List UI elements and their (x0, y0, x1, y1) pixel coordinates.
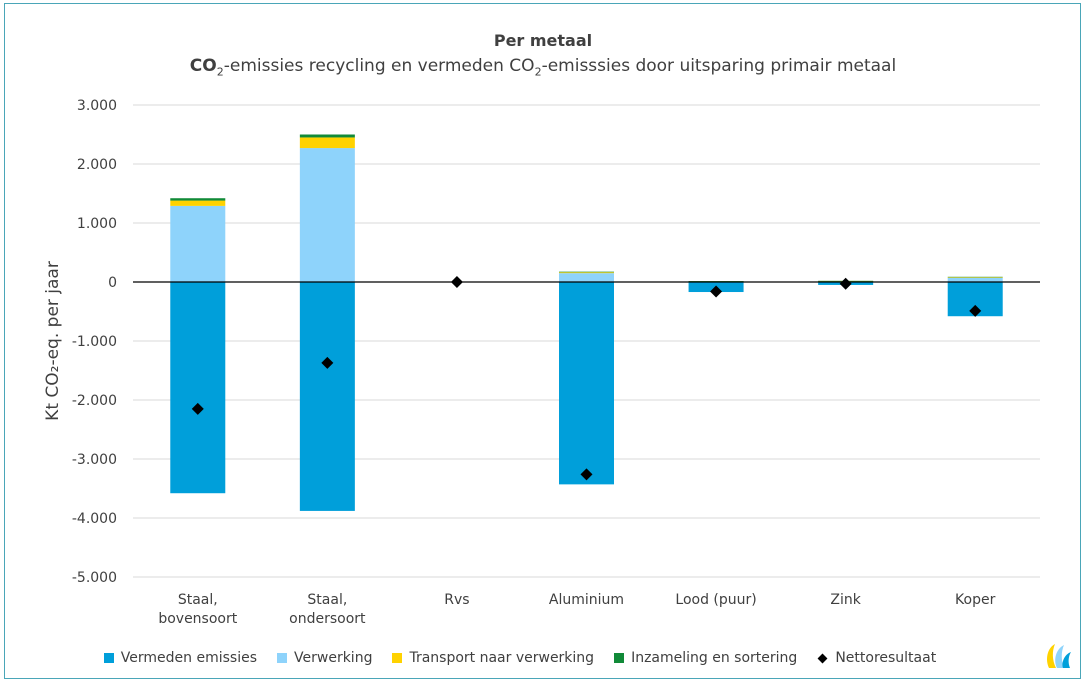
y-tick-label: 2.000 (77, 157, 117, 173)
bar-segment-3 (947, 277, 1003, 278)
bar-segment-3 (299, 137, 355, 149)
bar-segment-4 (559, 271, 614, 273)
legend-item-1: Vermeden emissies (103, 650, 258, 666)
bar-segment-3 (170, 200, 226, 206)
y-tick-label: -4.000 (72, 511, 117, 527)
x-tick-label: Staal, (178, 592, 218, 608)
bar-segment-1 (299, 282, 355, 511)
legend-label: Inzameling en sortering (631, 650, 798, 666)
y-axis-label: Kt CO₂-eq. per jaar (43, 261, 63, 421)
legend-swatch (392, 653, 403, 663)
legend-item-net-result: Nettoresultaat (817, 650, 936, 666)
bar-segment-2 (559, 273, 614, 282)
x-tick-label: Rvs (444, 592, 469, 608)
bar-segment-1 (170, 282, 226, 494)
bar-segment-1 (559, 282, 614, 485)
bar-segment-2 (947, 277, 1003, 282)
bar-segment-4 (947, 276, 1003, 278)
legend-swatch (614, 653, 625, 663)
net-result-marker (450, 276, 463, 288)
bar-segment-3 (559, 272, 614, 274)
subtitle-co2-a: CO (189, 56, 217, 76)
y-tick-label: -3.000 (72, 452, 117, 468)
bar-segment-4 (299, 134, 355, 138)
subtitle-sub-b: 2 (534, 65, 542, 79)
bar-segment-4 (170, 198, 226, 201)
chart-title: Per metaal (493, 31, 593, 50)
chart-subtitle: CO2-emissies recycling en vermeden CO2-e… (0, 56, 1086, 78)
net-result-marker (580, 468, 593, 481)
legend-label: Nettoresultaat (835, 650, 937, 666)
net-result-marker (839, 277, 852, 290)
y-tick-label: -2.000 (72, 393, 117, 409)
y-tick-label: 1.000 (77, 216, 117, 232)
legend: Vermeden emissies Verwerking Transport naa… (0, 650, 1040, 666)
legend-swatch (277, 653, 288, 663)
legend-item-4: Inzameling en sortering (614, 650, 797, 666)
subtitle-middle: -emissies recycling en vermeden CO (223, 56, 535, 76)
subtitle-sub-a: 2 (216, 65, 224, 79)
net-result-marker (321, 356, 334, 369)
y-tick-label: -1.000 (72, 334, 117, 350)
net-result-marker (969, 304, 982, 317)
x-tick-label: Staal, (307, 592, 347, 608)
bar-segment-2 (299, 148, 355, 282)
x-tick-label: Lood (puur) (675, 592, 756, 608)
legend-label: Vermeden emissies (120, 650, 258, 666)
y-tick-label: 0 (108, 275, 117, 291)
legend-label: Transport naar verwerking (409, 650, 595, 666)
x-tick-label: Aluminium (549, 592, 624, 608)
y-tick-label: 3.000 (77, 98, 117, 114)
net-result-marker (710, 285, 723, 298)
x-tick-label: ondersoort (289, 611, 366, 627)
x-tick-label: Koper (955, 592, 996, 608)
x-tick-label: bovensoort (158, 611, 237, 627)
subtitle-after: -emisssies door uitsparing primair metaa… (541, 56, 897, 76)
legend-label: Verwerking (294, 650, 373, 666)
bar-segment-2 (170, 205, 226, 282)
legend-swatch (817, 653, 828, 663)
legend-item-2: Verwerking (277, 650, 372, 666)
legend-item-3: Transport naar verwerking (392, 650, 594, 666)
legend-swatch (103, 653, 114, 663)
net-result-marker (191, 402, 204, 415)
organization-logo-icon (1047, 644, 1071, 668)
y-tick-label: -5.000 (72, 570, 117, 586)
x-tick-label: Zink (830, 592, 861, 608)
